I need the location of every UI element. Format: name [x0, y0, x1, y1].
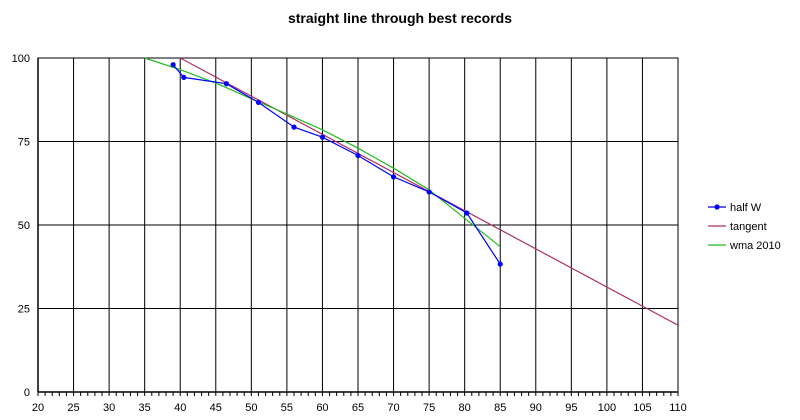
x-tick-label: 40: [174, 402, 186, 414]
x-tick-label: 105: [633, 402, 651, 414]
x-tick-label: 75: [423, 402, 435, 414]
series-lines: [144, 57, 678, 326]
data-point-half-w: [223, 81, 230, 87]
data-point-half-w: [319, 134, 326, 140]
y-tick-label: 75: [18, 137, 30, 149]
data-point-half-w: [355, 152, 361, 159]
x-tick-label: 80: [459, 402, 471, 414]
series-line-half-w: [172, 64, 501, 265]
series-line-wma-2010: [144, 57, 501, 248]
x-tick-label: 95: [565, 402, 577, 414]
x-tick-label: 65: [352, 402, 364, 414]
x-tick-label: 30: [103, 402, 115, 414]
data-point-half-w: [464, 210, 470, 216]
x-tick-label: 55: [281, 402, 293, 414]
axes: 20 25 30 35 40 45 50 55 60 65 70 75 80 85 90 95 100 105 11…: [12, 53, 687, 414]
legend-label-wma-2010: wma 2010: [729, 240, 781, 252]
grid: [37, 57, 679, 393]
x-tick-label: 90: [530, 402, 542, 414]
data-point-half-w: [181, 74, 187, 80]
x-tick-label: 45: [210, 402, 222, 414]
y-tick-label: 50: [18, 220, 30, 232]
data-point-half-w: [497, 261, 503, 267]
data-point-half-w: [426, 189, 432, 195]
y-tick-label: 0: [24, 387, 30, 399]
data-point-half-w: [170, 62, 176, 68]
legend: half W tangent wma 2010: [708, 202, 781, 252]
legend-marker-half-w: [714, 204, 720, 210]
x-tick-label: 100: [598, 402, 616, 414]
y-tick-label: 25: [18, 304, 30, 316]
y-tick-label: 100: [12, 53, 30, 65]
legend-label-half-w: half W: [730, 202, 762, 214]
chart-title: straight line through best records: [288, 10, 512, 26]
x-tick-label: 20: [32, 402, 44, 414]
legend-label-tangent: tangent: [730, 221, 767, 233]
x-tick-label: 70: [387, 402, 399, 414]
x-tick-label: 110: [669, 402, 687, 414]
x-tick-label: 50: [245, 402, 257, 414]
data-point-half-w: [255, 99, 262, 106]
x-tick-label: 35: [139, 402, 151, 414]
x-tick-label: 25: [67, 402, 79, 414]
x-tick-label: 60: [316, 402, 328, 414]
data-point-half-w: [390, 174, 397, 180]
data-point-half-w: [291, 124, 297, 130]
x-tick-label: 85: [494, 402, 506, 414]
